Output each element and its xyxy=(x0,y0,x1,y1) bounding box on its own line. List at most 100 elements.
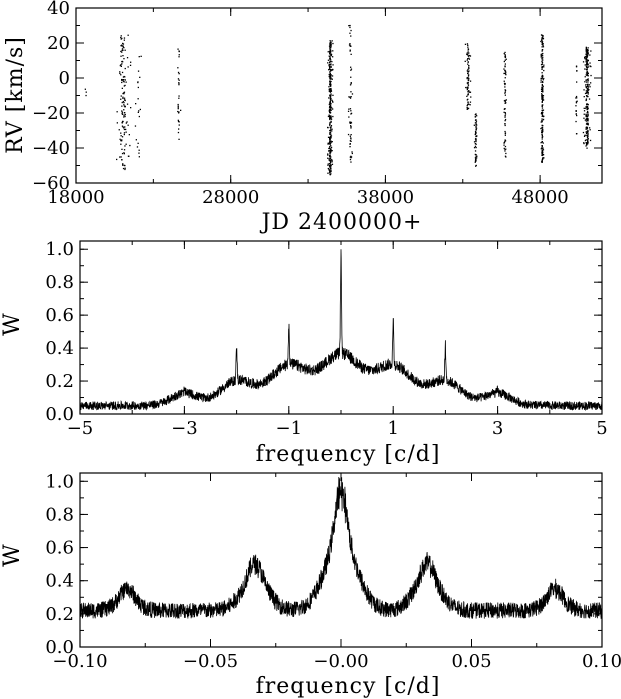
rv-point xyxy=(330,53,332,55)
rv-point xyxy=(473,147,476,149)
rv-point xyxy=(178,50,180,52)
rv-point xyxy=(328,136,331,138)
rv-point xyxy=(330,89,332,91)
rv-point xyxy=(587,64,589,66)
rv-point xyxy=(503,111,505,113)
rv-point xyxy=(541,112,543,114)
rv-point xyxy=(504,83,506,86)
rv-point xyxy=(541,109,543,111)
rv-point xyxy=(589,127,591,129)
rv-point xyxy=(329,40,331,42)
rv-point xyxy=(588,89,590,91)
rv-point xyxy=(328,169,330,171)
rv-point xyxy=(542,154,545,156)
rv-point xyxy=(119,138,121,140)
rv-point xyxy=(121,37,123,40)
rv-point xyxy=(467,101,469,103)
rv-point xyxy=(328,50,331,52)
rv-point xyxy=(121,139,123,141)
rv-point xyxy=(329,156,331,158)
rv-point xyxy=(123,85,125,87)
rv-point xyxy=(474,157,477,159)
rv-point xyxy=(177,131,180,134)
rv-point xyxy=(585,131,587,133)
rv-point xyxy=(121,148,123,150)
rv-point xyxy=(330,158,332,160)
rv-point xyxy=(330,55,332,57)
rv-point xyxy=(540,81,542,83)
rv-point xyxy=(585,115,587,118)
rv-point xyxy=(503,72,505,75)
rv-point xyxy=(468,74,470,76)
rv-point xyxy=(504,115,506,117)
rv-point xyxy=(178,124,180,126)
rv-point xyxy=(123,152,125,154)
rv-point xyxy=(329,82,331,84)
rv-point xyxy=(178,73,180,75)
rv-point xyxy=(475,131,477,134)
rv-point xyxy=(120,50,122,53)
rv-point xyxy=(586,55,588,57)
rv-point xyxy=(127,34,129,36)
rv-point xyxy=(541,107,544,109)
rv-point xyxy=(122,42,124,45)
rv-point xyxy=(126,103,129,105)
rv-point xyxy=(475,140,477,143)
rv-point xyxy=(330,127,332,129)
rv-point xyxy=(583,142,585,145)
rv-point xyxy=(329,155,331,157)
rv-point xyxy=(328,159,330,161)
rv-point xyxy=(119,156,121,158)
rv-point xyxy=(587,104,589,106)
rv-point xyxy=(583,117,585,119)
rv-point xyxy=(587,135,589,137)
rv-point xyxy=(467,103,469,106)
rv-point xyxy=(330,141,332,143)
rv-point xyxy=(542,128,544,130)
rv-point xyxy=(139,108,141,111)
x-tick-label: 28000 xyxy=(202,187,259,208)
rv-point xyxy=(541,111,544,113)
rv-point xyxy=(504,51,506,54)
rv-point xyxy=(330,75,332,77)
rv-point xyxy=(349,146,351,148)
rv-point xyxy=(464,43,467,45)
rv-point xyxy=(586,147,588,149)
rv-point xyxy=(585,60,587,62)
rv-point xyxy=(575,120,577,123)
rv-point xyxy=(541,161,543,163)
rv-point xyxy=(476,124,478,126)
rv-point xyxy=(330,120,332,122)
rv-point xyxy=(466,89,468,91)
rv-point xyxy=(587,133,589,135)
rv-time-panel: 18000 28000 38000 48000 −60 −40 −20 0 20 40 xyxy=(32,0,603,208)
rv-point xyxy=(120,140,122,142)
rv-point xyxy=(123,114,125,116)
rv-point xyxy=(588,84,591,86)
rv-point xyxy=(331,69,333,71)
rv-point xyxy=(348,25,350,27)
rv-point xyxy=(350,91,352,93)
rv-point xyxy=(122,164,124,166)
rv-point xyxy=(504,56,506,59)
rv-point xyxy=(466,52,468,54)
rv-point xyxy=(503,68,505,70)
rv-point xyxy=(582,131,585,134)
rv-point xyxy=(540,88,543,90)
rv-point xyxy=(504,55,506,57)
rv-point xyxy=(350,96,352,98)
rv-point xyxy=(329,61,331,64)
rv-point xyxy=(329,48,331,50)
plot-frame xyxy=(75,7,603,184)
rv-point xyxy=(467,63,469,65)
rv-point xyxy=(327,163,329,165)
rv-point xyxy=(588,98,591,100)
rv-point xyxy=(178,95,180,97)
rv-point xyxy=(503,147,505,150)
rv-point xyxy=(136,146,139,148)
rv-point xyxy=(575,105,577,107)
rv-point xyxy=(123,58,125,60)
rv-point xyxy=(121,51,123,53)
rv-point xyxy=(541,94,543,96)
plot-frame xyxy=(79,472,603,648)
